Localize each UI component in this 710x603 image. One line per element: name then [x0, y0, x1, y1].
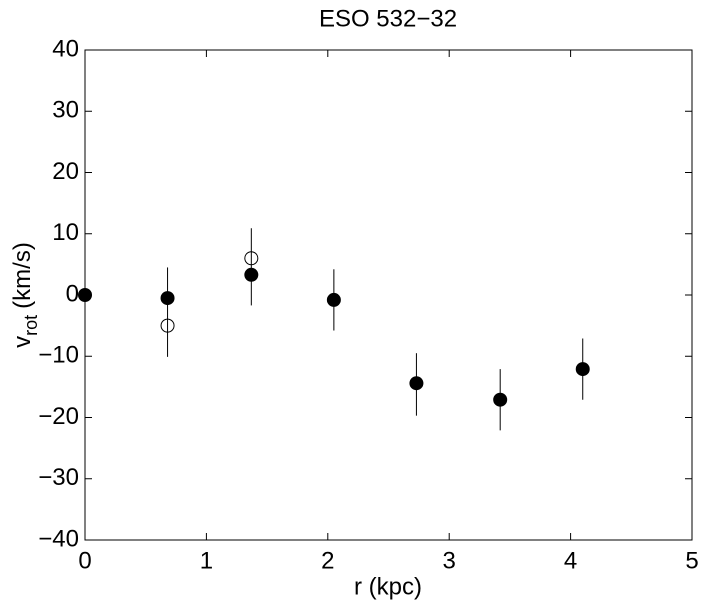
x-tick-label: 5 — [685, 547, 698, 574]
y-tick-label: −10 — [38, 342, 79, 369]
x-tick-label: 3 — [443, 547, 456, 574]
y-tick-label: 20 — [52, 158, 79, 185]
x-axis-label: r (kpc) — [354, 573, 422, 600]
filled-marker — [326, 292, 341, 307]
x-tick-label: 1 — [200, 547, 213, 574]
y-tick-label: 10 — [52, 219, 79, 246]
filled-marker — [78, 288, 92, 302]
filled-marker — [160, 291, 175, 306]
filled-marker — [575, 362, 590, 377]
open-marker — [160, 318, 175, 333]
y-tick-label: −40 — [38, 525, 79, 552]
x-tick-label: 2 — [321, 547, 334, 574]
y-tick-label: 40 — [52, 35, 79, 62]
y-label-unit: (km/s) — [9, 242, 36, 309]
y-label-subscript: rot — [21, 315, 41, 336]
y-axis-label: vrot (km/s) — [9, 242, 40, 348]
y-tick-label: 0 — [66, 280, 79, 307]
y-tick-label: −20 — [38, 403, 79, 430]
x-tick-label: 4 — [564, 547, 577, 574]
filled-marker — [244, 267, 259, 282]
open-marker — [244, 251, 259, 266]
filled-marker — [409, 376, 424, 391]
y-label-main: v — [9, 336, 36, 348]
chart-title: ESO 532−32 — [319, 5, 457, 32]
y-tick-label: −30 — [38, 464, 79, 491]
y-tick-label: 30 — [52, 97, 79, 124]
filled-marker — [493, 392, 508, 407]
x-tick-label: 0 — [78, 547, 91, 574]
